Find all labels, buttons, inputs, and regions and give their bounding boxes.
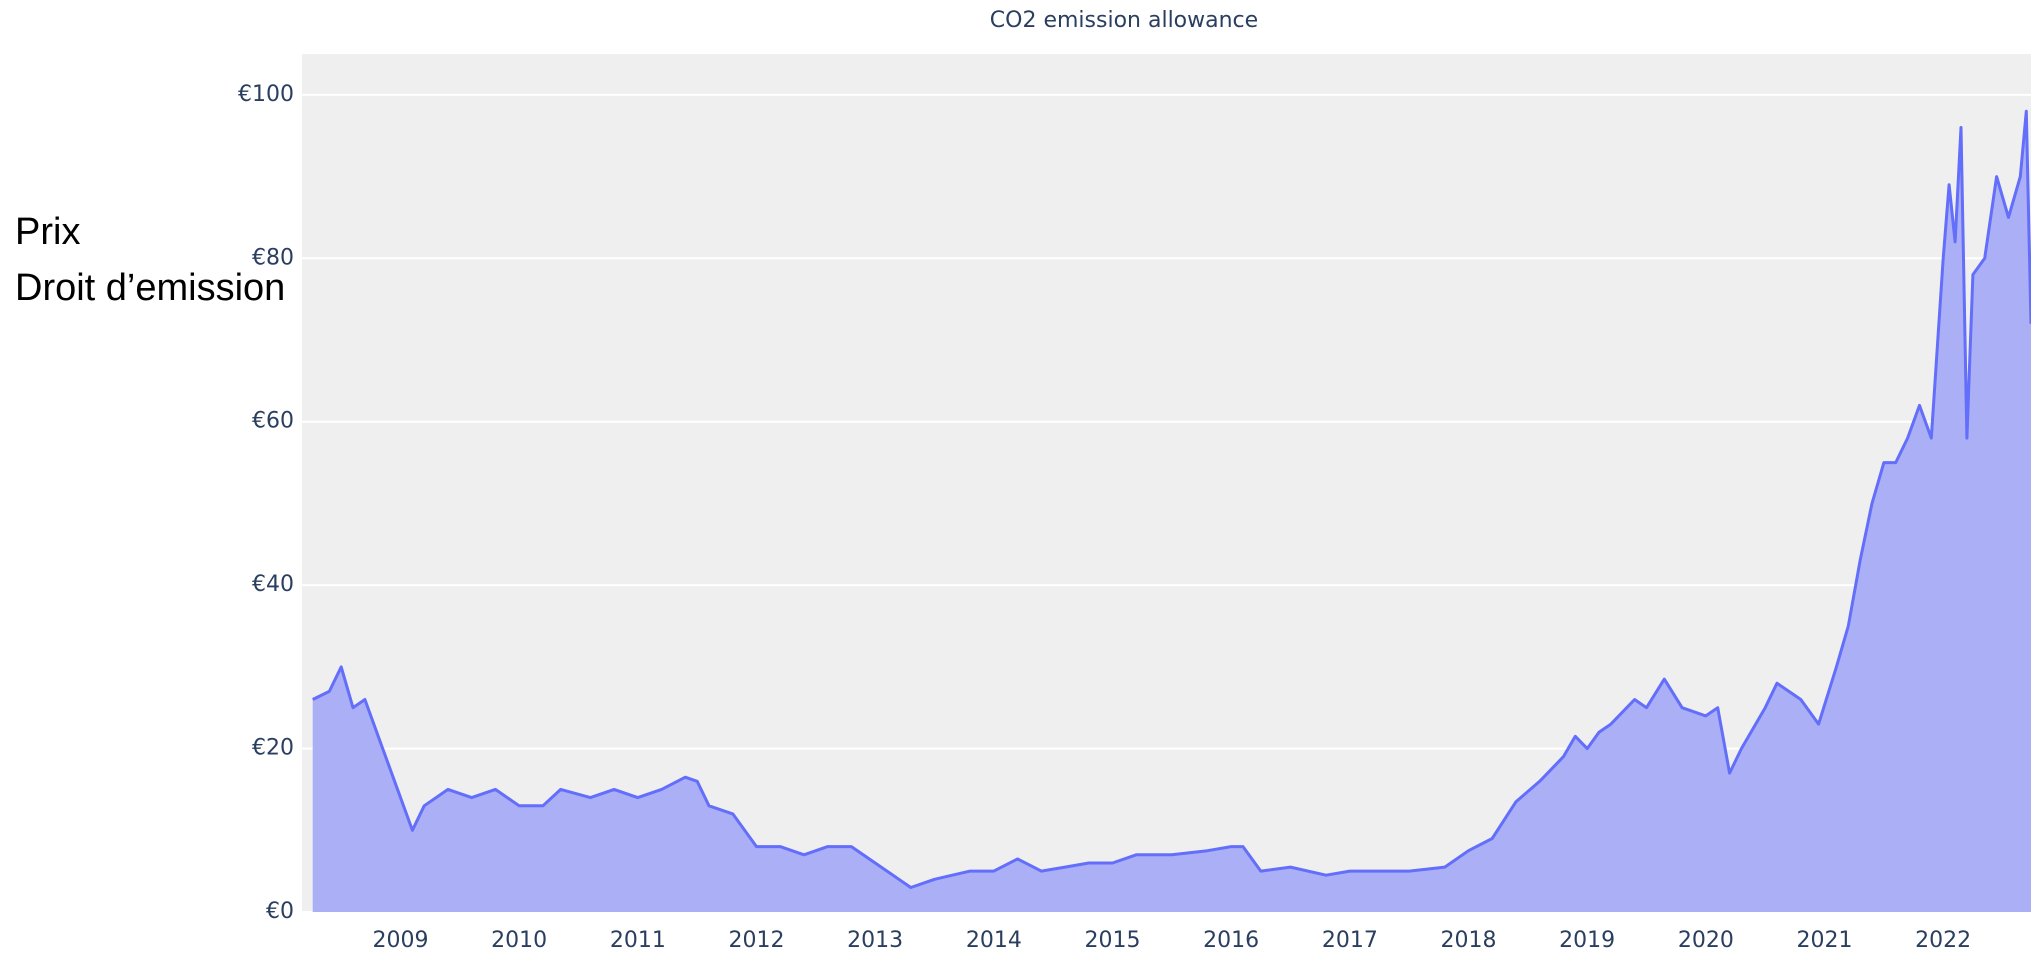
chart-title: CO2 emission allowance xyxy=(990,8,1258,33)
y-axis-label: Prix xyxy=(15,211,80,253)
y-tick-label: €80 xyxy=(252,245,294,270)
line xyxy=(312,109,2031,889)
x-tick-label: 2010 xyxy=(491,928,547,953)
x-tick-label: 2009 xyxy=(372,928,428,953)
x-tick-label: 2022 xyxy=(1915,928,1971,953)
x-tick-label: 2014 xyxy=(966,928,1022,953)
x-tick-label: 2016 xyxy=(1203,928,1259,953)
x-tick-label: 2017 xyxy=(1322,928,1378,953)
y-tick-label: €100 xyxy=(238,82,294,107)
y-tick-label: €60 xyxy=(252,409,294,434)
x-tick-label: 2021 xyxy=(1797,928,1853,953)
x-tick-label: 2018 xyxy=(1441,928,1497,953)
x-tick-label: 2020 xyxy=(1678,928,1734,953)
area xyxy=(312,111,2031,912)
x-tick-label: 2011 xyxy=(610,928,666,953)
x-tick-label: 2013 xyxy=(847,928,903,953)
x-tick-label: 2019 xyxy=(1559,928,1615,953)
x-tick-label: 2015 xyxy=(1085,928,1141,953)
x-tick-label: 2012 xyxy=(729,928,785,953)
y-tick-label: €20 xyxy=(252,736,294,761)
y-axis-label: Droit d’emission xyxy=(15,267,285,309)
y-tick-label: €0 xyxy=(266,899,294,924)
y-tick-label: €40 xyxy=(252,572,294,597)
